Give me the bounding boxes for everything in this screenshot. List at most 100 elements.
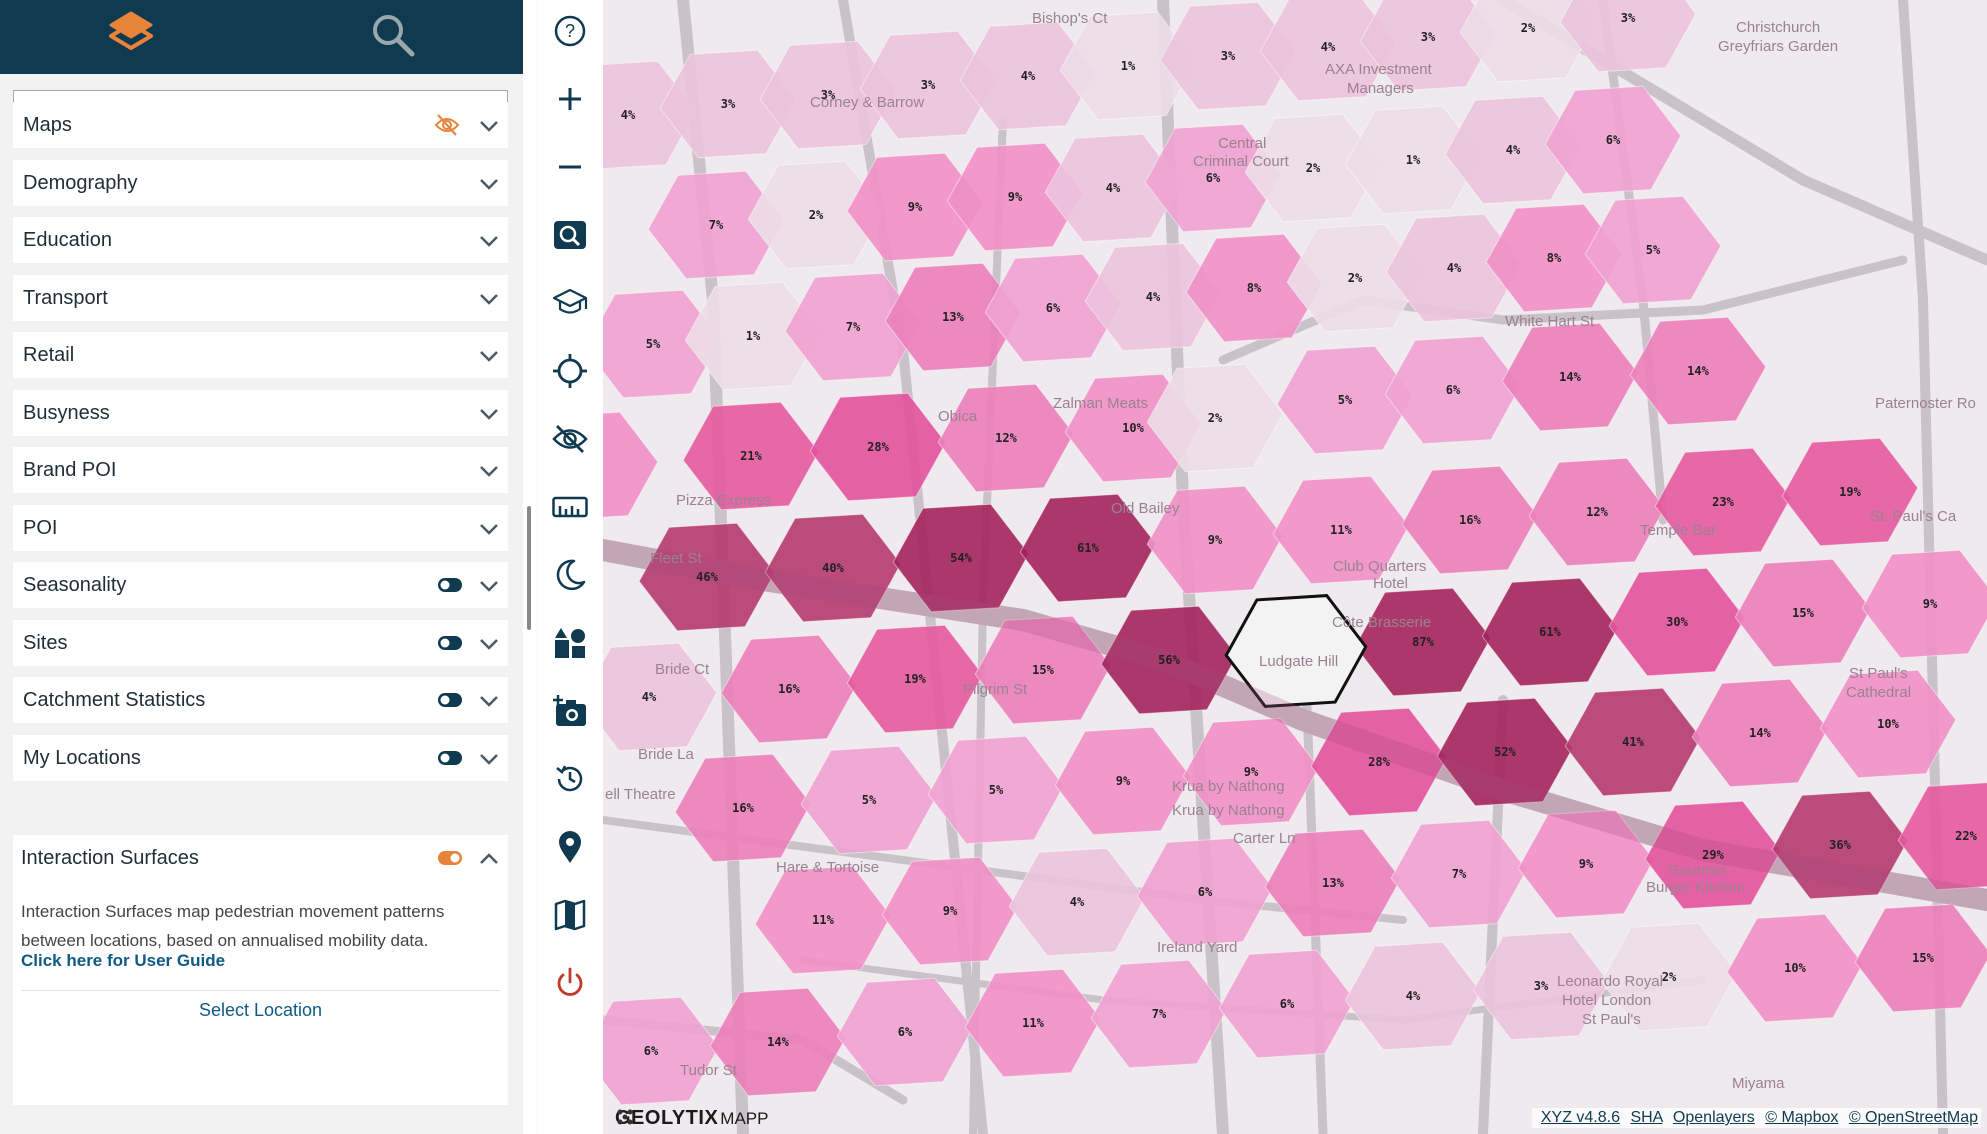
chevron-down-icon[interactable] (478, 345, 500, 367)
hex-cell[interactable] (659, 49, 797, 159)
layer-row[interactable]: Transport (13, 275, 508, 321)
toggle-off-icon[interactable] (438, 578, 462, 592)
layers-tab-button[interactable] (0, 0, 261, 74)
hex-cell[interactable] (1472, 931, 1610, 1041)
hex-cell[interactable] (1544, 85, 1682, 195)
hex-cell[interactable] (1054, 726, 1192, 836)
chevron-up-icon[interactable] (478, 848, 500, 870)
layer-row[interactable]: My Locations (13, 735, 508, 781)
hex-cell[interactable] (1159, 1, 1297, 111)
hex-cell[interactable] (892, 503, 1030, 613)
mapbox-link[interactable]: © Mapbox (1765, 1109, 1839, 1126)
map-layers-button[interactable] (547, 894, 593, 940)
layer-row[interactable]: Brand POI (13, 447, 508, 493)
openlayers-link[interactable]: Openlayers (1672, 1109, 1755, 1126)
hex-cell[interactable] (1897, 782, 1987, 891)
hex-cell[interactable] (1272, 475, 1410, 585)
hex-cell[interactable] (881, 856, 1019, 966)
hex-cell[interactable] (1044, 133, 1182, 243)
toggle-off-icon[interactable] (438, 636, 462, 650)
hex-cell[interactable] (720, 634, 858, 744)
hex-cell[interactable] (884, 262, 1022, 372)
hex-cell[interactable] (846, 152, 984, 262)
chevron-down-icon[interactable] (478, 288, 500, 310)
hex-cell[interactable] (1244, 113, 1382, 223)
hex-cell[interactable] (1691, 678, 1829, 788)
hex-cell[interactable] (684, 281, 822, 391)
layer-title[interactable]: Interaction Surfaces (21, 847, 199, 869)
hex-cell[interactable] (1861, 549, 1987, 659)
hex-cell[interactable] (603, 996, 720, 1106)
chevron-down-icon[interactable] (478, 518, 500, 540)
help-button[interactable]: ? (547, 10, 593, 56)
search-tab-button[interactable] (262, 0, 523, 74)
hex-cell[interactable] (1781, 437, 1919, 547)
history-button[interactable] (547, 758, 593, 804)
hex-cell[interactable] (1559, 0, 1697, 73)
zoom-area-button[interactable] (547, 214, 593, 260)
hex-cell[interactable] (1136, 837, 1274, 947)
draw-shapes-button[interactable] (547, 622, 593, 668)
xyz-version-link[interactable]: XYZ v4.8.6 (1540, 1109, 1620, 1126)
hex-cell[interactable] (974, 615, 1112, 725)
education-button[interactable] (547, 282, 593, 328)
hex-cell[interactable] (1259, 0, 1397, 102)
hex-cell[interactable] (1146, 485, 1284, 595)
hex-cell[interactable] (1528, 457, 1666, 567)
hex-cell[interactable] (946, 142, 1084, 252)
hex-cell[interactable] (674, 753, 812, 863)
hex-cell[interactable] (682, 401, 820, 511)
hex-cell[interactable] (859, 30, 997, 140)
hex-cell[interactable] (809, 392, 947, 502)
layer-row[interactable]: Demography (13, 160, 508, 206)
toggle-off-icon[interactable] (438, 693, 462, 707)
hex-cell[interactable] (1517, 809, 1655, 919)
hide-layers-button[interactable] (547, 418, 593, 464)
hex-cell[interactable] (1344, 105, 1482, 215)
logout-button[interactable] (547, 962, 593, 1008)
hex-cell[interactable] (1384, 335, 1522, 445)
chevron-down-icon[interactable] (478, 173, 500, 195)
hex-cell[interactable] (1144, 123, 1282, 233)
layer-row[interactable]: Catchment Statistics (13, 677, 508, 723)
hex-cell[interactable] (1218, 949, 1356, 1059)
hex-cell[interactable] (1390, 819, 1528, 929)
chevron-down-icon[interactable] (478, 230, 500, 252)
hex-cell[interactable] (1481, 577, 1619, 687)
layer-row[interactable]: POI (13, 505, 508, 551)
hex-cell[interactable] (1146, 363, 1284, 473)
dark-mode-button[interactable] (547, 554, 593, 600)
sha-link[interactable]: SHA (1630, 1109, 1663, 1126)
locate-button[interactable] (547, 350, 593, 396)
hex-cell[interactable] (1344, 941, 1482, 1051)
hex-cell[interactable] (1600, 922, 1738, 1032)
zoom-out-button[interactable] (547, 146, 593, 192)
hex-cell[interactable] (937, 383, 1075, 493)
hex-cell[interactable] (1485, 203, 1623, 313)
hex-cell[interactable] (800, 745, 938, 855)
hex-cell[interactable] (764, 513, 902, 623)
hex-cell[interactable] (1644, 800, 1782, 910)
hex-cell[interactable] (1019, 493, 1157, 603)
layer-row[interactable]: Busyness (13, 390, 508, 436)
toggle-on-icon[interactable] (438, 851, 462, 865)
hex-cell[interactable] (1564, 687, 1702, 797)
hex-cell[interactable] (836, 977, 974, 1087)
openstreetmap-link[interactable]: © OpenStreetMap (1848, 1109, 1978, 1126)
eye-off-icon[interactable] (434, 113, 460, 137)
hex-cell[interactable] (1100, 605, 1238, 715)
hex-cell[interactable] (747, 160, 885, 270)
hex-cell[interactable] (638, 522, 776, 632)
layer-row[interactable]: Retail (13, 332, 508, 378)
chevron-down-icon[interactable] (478, 690, 500, 712)
screenshot-button[interactable] (547, 690, 593, 736)
chevron-down-icon[interactable] (478, 575, 500, 597)
chevron-down-icon[interactable] (478, 633, 500, 655)
hex-cell[interactable] (1059, 11, 1197, 121)
hex-cell[interactable] (1608, 567, 1746, 677)
toggle-off-icon[interactable] (438, 751, 462, 765)
hex-cell[interactable] (1819, 669, 1957, 779)
chevron-down-icon[interactable] (478, 460, 500, 482)
hex-cell[interactable] (1734, 558, 1872, 668)
hex-cell[interactable] (1310, 707, 1448, 817)
